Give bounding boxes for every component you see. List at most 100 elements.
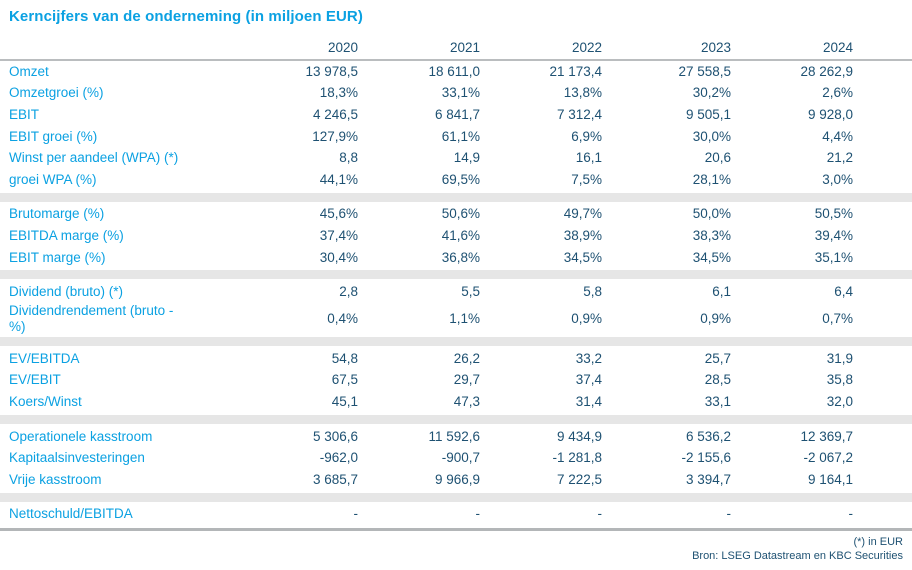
year-header-2023: 2023 — [602, 38, 731, 61]
cell-value: 39,4% — [814, 227, 853, 243]
row-label: Koers/Winst — [9, 393, 82, 409]
cell-value: 6,4 — [834, 284, 853, 300]
table-row: Dividend (bruto) (*) 2,8 5,5 5,8 6,1 6,4 — [0, 280, 912, 303]
cell-value: - — [726, 506, 732, 522]
cell-value: 33,1 — [704, 393, 731, 409]
cell-value: 127,9% — [312, 128, 358, 144]
row-label: groei WPA (%) — [9, 171, 97, 187]
cell-value: 34,5% — [692, 249, 731, 265]
cell-value: 61,1% — [441, 128, 480, 144]
row-label: EBIT marge (%) — [9, 249, 106, 265]
cell-value: -2 067,2 — [803, 450, 853, 466]
cell-value: 7 222,5 — [556, 471, 602, 487]
cell-value: 28,5 — [704, 372, 731, 388]
cell-value: 0,7% — [822, 310, 853, 326]
section-separator-band — [0, 190, 912, 204]
table-row: EBITDA marge (%) 37,4% 41,6% 38,9% 38,3% 39,4… — [0, 225, 912, 247]
cell-value: 0,4% — [327, 310, 358, 326]
cell-value: 6 841,7 — [434, 106, 480, 122]
cell-value: 30,2% — [692, 85, 731, 101]
cell-value: 33,2 — [575, 350, 602, 366]
cell-value: 44,1% — [319, 171, 358, 187]
table-row: Nettoschuld/EBITDA - - - - - — [0, 503, 912, 527]
table-row: EV/EBITDA 54,8 26,2 33,2 25,7 31,9 — [0, 347, 912, 370]
row-label: EV/EBITDA — [9, 350, 80, 366]
cell-value: 33,1% — [441, 85, 480, 101]
cell-value: 38,9% — [563, 227, 602, 243]
separator-band-fill — [0, 334, 912, 348]
source-note: Bron: LSEG Datastream en KBC Securities — [692, 549, 903, 562]
cell-value: -2 155,6 — [681, 450, 731, 466]
table-bottom-line — [0, 525, 912, 532]
cell-value: 0,9% — [700, 310, 731, 326]
unit-footnote: (*) in EUR — [853, 536, 903, 549]
cell-value: 4 246,5 — [312, 106, 358, 122]
row-label: Dividendrendement (bruto - %) — [9, 302, 174, 334]
cell-value: 0,9% — [571, 310, 602, 326]
cell-value: 35,8 — [826, 372, 853, 388]
cell-value: 28 262,9 — [800, 63, 853, 79]
cell-value: 1,1% — [449, 310, 480, 326]
cell-value: - — [475, 506, 481, 522]
cell-value: 45,6% — [319, 206, 358, 222]
cell-value: 3,0% — [822, 171, 853, 187]
row-label-header — [0, 38, 258, 61]
cell-value: 31,9 — [826, 350, 853, 366]
page-title: Kerncijfers van de onderneming (in miljo… — [9, 8, 363, 25]
cell-value: 18 611,0 — [428, 63, 480, 79]
cell-value: 34,5% — [563, 249, 602, 265]
cell-value: 14,9 — [453, 150, 480, 166]
section-separator-band — [0, 412, 912, 426]
row-label: EBITDA marge (%) — [9, 227, 124, 243]
year-header-row: 2020 2021 2022 2023 2024 — [0, 38, 912, 61]
cell-value: 3 685,7 — [312, 471, 358, 487]
section-separator-band — [0, 334, 912, 348]
section-separator-band — [0, 490, 912, 504]
cell-value: 30,0% — [692, 128, 731, 144]
cell-value: 50,5% — [814, 206, 853, 222]
year-header-2020: 2020 — [258, 38, 358, 61]
key-figures-table: 2020 2021 2022 2023 2024 Omzet 13 978,5 18… — [0, 38, 912, 532]
row-label: Omzetgroei (%) — [9, 85, 104, 101]
cell-value: 5,5 — [461, 284, 480, 300]
year-header-2024: 2024 — [731, 38, 912, 61]
table-row: Kapitaalsinvesteringen -962,0 -900,7 -1 281… — [0, 447, 912, 469]
row-label: EBIT groei (%) — [9, 128, 98, 144]
cell-value: 9 164,1 — [807, 471, 853, 487]
cell-value: 69,5% — [441, 171, 480, 187]
year-header-2022: 2022 — [480, 38, 602, 61]
cell-value: 13,8% — [563, 85, 602, 101]
table-row: Omzetgroei (%) 18,3% 33,1% 13,8% 30,2% 2,6% — [0, 83, 912, 105]
table-row: Koers/Winst 45,1 47,3 31,4 33,1 32,0 — [0, 391, 912, 414]
cell-value: 27 558,5 — [678, 63, 731, 79]
table-row: Brutomarge (%) 45,6% 50,6% 49,7% 50,0% 50,5% — [0, 203, 912, 226]
row-label: Kapitaalsinvesteringen — [9, 450, 145, 466]
table-body: Omzet 13 978,5 18 611,0 21 173,4 27 558,5 28 … — [0, 60, 912, 532]
table-row: EBIT groei (%) 127,9% 61,1% 6,9% 30,0% 4,4% — [0, 126, 912, 148]
cell-value: 30,4% — [319, 249, 358, 265]
separator-band-fill — [0, 490, 912, 504]
cell-value: 6 536,2 — [685, 428, 731, 444]
row-label: Brutomarge (%) — [9, 206, 105, 222]
cell-value: 18,3% — [319, 85, 358, 101]
cell-value: 2,6% — [822, 85, 853, 101]
row-label: Operationele kasstroom — [9, 428, 153, 444]
cell-value: 45,1 — [331, 393, 358, 409]
table-row: Winst per aandeel (WPA) (*) 8,8 14,9 16,1 20… — [0, 147, 912, 169]
cell-value: 5 306,6 — [312, 428, 358, 444]
cell-value: 37,4% — [319, 227, 358, 243]
table-row: Vrije kasstroom 3 685,7 9 966,9 7 222,5 3 39… — [0, 469, 912, 492]
cell-value: 29,7 — [453, 372, 480, 388]
separator-band-fill — [0, 268, 912, 282]
cell-value: 26,2 — [453, 350, 480, 366]
cell-value: 7,5% — [571, 171, 602, 187]
cell-value: 7 312,4 — [556, 106, 602, 122]
row-label: Nettoschuld/EBITDA — [9, 506, 133, 522]
cell-value: 32,0 — [826, 393, 853, 409]
cell-value: 20,6 — [704, 150, 731, 166]
footnote-area: (*) in EUR Bron: LSEG Datastream en KBC … — [0, 531, 912, 563]
cell-value: 13 978,5 — [305, 63, 358, 79]
cell-value: -900,7 — [441, 450, 480, 466]
row-label: EBIT — [9, 106, 40, 122]
